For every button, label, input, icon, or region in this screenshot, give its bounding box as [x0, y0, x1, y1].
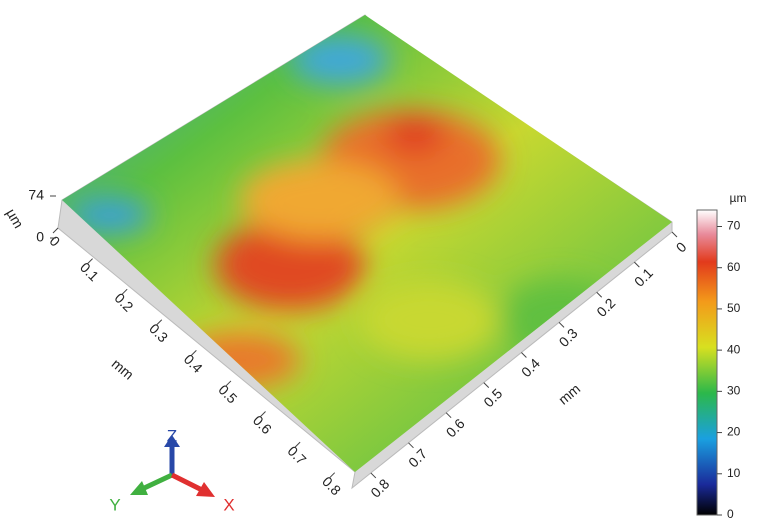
- y-tick-label: 0: [673, 239, 690, 256]
- colorbar: [697, 210, 717, 515]
- x-tick-label: 0.2: [112, 290, 137, 315]
- colorbar-label: µm: [730, 191, 747, 205]
- y-tick-label: 0.2: [593, 295, 618, 320]
- y-tick: [634, 262, 639, 267]
- colorbar-tick-label: 70: [727, 219, 741, 233]
- chart: Z Y X µm mm mm µm 0 0.1 0.2 0.3 0.4 0.5 0.6 0.7…: [0, 0, 763, 523]
- y-tick-label: 0.8: [367, 475, 392, 500]
- triad-label: X: [223, 495, 234, 514]
- x-axis-label: mm: [109, 355, 137, 382]
- surface: [58, 15, 672, 488]
- colorbar-tick-label: 30: [727, 384, 741, 398]
- colorbar-tick-label: 50: [727, 301, 741, 315]
- colorbar-tick-label: 0: [727, 507, 734, 521]
- x-tick-label: 0.1: [77, 259, 102, 284]
- y-tick-label: 0.1: [631, 265, 656, 290]
- y-tick: [672, 232, 677, 237]
- x-tick-label: 0.4: [181, 351, 206, 376]
- triad-label: Y: [109, 495, 120, 514]
- y-tick-label: 0.5: [480, 385, 505, 410]
- colorbar-tick-label: 40: [727, 342, 741, 356]
- colorbar-tick-label: 20: [727, 425, 741, 439]
- x-tick-label: 0.5: [215, 381, 240, 406]
- y-tick: [371, 473, 376, 478]
- x-tick-label: 0.3: [146, 320, 171, 345]
- y-tick-label: 0.3: [556, 325, 581, 350]
- y-tick: [484, 383, 489, 388]
- y-axis-label: mm: [555, 380, 583, 407]
- triad-label: Z: [167, 426, 177, 445]
- x-tick-label: 0.6: [250, 412, 275, 437]
- y-tick: [408, 443, 413, 448]
- y-tick: [597, 292, 602, 297]
- y-tick-label: 0.7: [405, 445, 430, 470]
- y-tick-label: 0.4: [518, 355, 543, 380]
- x-tick-label: 0.8: [319, 473, 344, 498]
- colorbar-tick-label: 10: [727, 466, 741, 480]
- z-tick-label: 74: [28, 187, 44, 203]
- colorbar-tick-label: 60: [727, 260, 741, 274]
- z-tick-label: 0: [36, 229, 44, 245]
- y-tick-label: 0.6: [443, 415, 468, 440]
- x-tick-label: 0: [47, 233, 64, 250]
- y-tick: [446, 413, 451, 418]
- y-tick: [559, 322, 564, 327]
- z-axis-label: µm: [3, 206, 27, 231]
- triad: Z Y X: [109, 426, 234, 514]
- y-tick: [521, 352, 526, 357]
- x-tick-label: 0.7: [284, 443, 309, 468]
